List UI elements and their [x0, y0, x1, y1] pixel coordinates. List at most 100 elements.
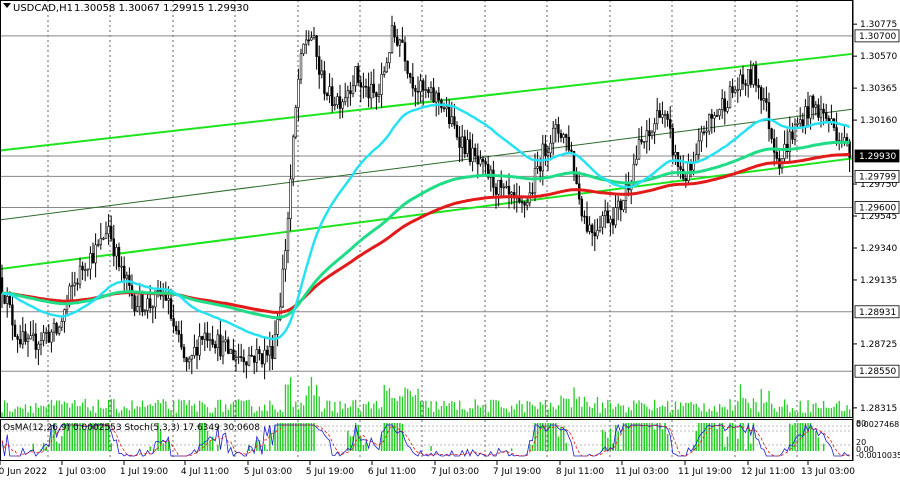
volume-bar: [373, 403, 375, 417]
osma-bar: [633, 423, 635, 451]
volume-bar: [22, 408, 24, 417]
osma-bar: [510, 448, 513, 451]
level-label: 1.29600: [859, 203, 896, 213]
volume-bar: [264, 404, 266, 417]
volume-bar: [245, 400, 248, 417]
osma-bar: [89, 423, 92, 451]
osma-bar: [360, 436, 362, 451]
candle-body: [666, 113, 669, 120]
volume-bar: [825, 407, 827, 417]
volume-bar: [459, 400, 461, 417]
volume-bar: [641, 402, 643, 417]
volume-bar: [812, 403, 814, 417]
volume-bar: [30, 406, 32, 417]
candle-body: [55, 323, 58, 334]
candle-body: [21, 331, 24, 345]
osma-bar: [557, 436, 560, 451]
candle-body: [110, 226, 113, 240]
volume-bar: [802, 412, 804, 417]
candle-body: [720, 98, 724, 110]
candle-body: [247, 354, 251, 366]
volume-bar: [331, 411, 333, 417]
volume-bar: [758, 412, 760, 417]
osma-bar: [744, 449, 747, 451]
candle-body: [245, 361, 248, 366]
osma-bar: [396, 423, 398, 451]
osma-bar: [365, 441, 367, 451]
osma-bar: [705, 423, 708, 451]
volume-bar: [253, 412, 255, 417]
volume-bar: [66, 402, 68, 417]
time-tick-label: 11 Jul 19:00: [678, 467, 732, 477]
volume-bar: [784, 399, 786, 417]
volume-bar: [35, 403, 37, 417]
osma-bar: [539, 423, 541, 451]
osma-bar: [544, 423, 547, 451]
osma-bar: [354, 423, 357, 451]
candle-body: [26, 338, 30, 342]
volume-bar: [760, 389, 762, 417]
volume-bar: [121, 410, 123, 417]
candle-body: [486, 164, 490, 178]
candle-body: [315, 35, 318, 57]
volume-bar: [433, 411, 435, 417]
volume-bar: [126, 408, 128, 417]
channel-upper-line: [0, 52, 854, 152]
volume-bar: [565, 398, 567, 417]
volume-bar: [550, 402, 552, 417]
candle-body: [421, 80, 425, 91]
osma-bar: [630, 423, 632, 451]
candle-body: [767, 102, 771, 130]
volume-bar: [115, 408, 118, 417]
osma-bar: [542, 423, 544, 451]
candle-body: [143, 310, 147, 312]
candle-body: [112, 238, 116, 257]
volume-bar: [765, 402, 768, 417]
volume-bar: [399, 396, 401, 417]
candle-body: [679, 166, 682, 170]
candle-body: [354, 66, 357, 87]
osma-bar: [357, 425, 359, 451]
volume-bar: [732, 410, 734, 417]
osma-bar: [110, 443, 112, 451]
candle-body: [804, 106, 807, 128]
volume-bar: [409, 391, 411, 417]
volume-bar: [726, 409, 729, 417]
volume-bar: [178, 399, 180, 417]
volume-bar: [687, 403, 690, 417]
volume-bar: [576, 398, 578, 417]
candle-body: [281, 268, 284, 308]
candle-body: [203, 332, 206, 340]
volume-bar: [48, 403, 50, 417]
osma-bar: [76, 423, 79, 451]
candle-body: [427, 89, 430, 93]
candle-body: [364, 85, 368, 88]
volume-bar: [105, 407, 107, 417]
time-tick-label: 30 Jun 2022: [0, 467, 47, 477]
volume-bar: [841, 411, 843, 417]
candle-body: [297, 78, 300, 108]
osma-bar: [269, 429, 271, 451]
candle-body: [50, 331, 53, 343]
volume-bar: [529, 401, 531, 417]
candle-body: [635, 158, 638, 165]
volume-bar: [303, 405, 305, 417]
volume-bar: [485, 404, 487, 417]
candle-body: [349, 90, 352, 95]
osma-bar: [302, 423, 305, 451]
volume-bar: [157, 399, 159, 417]
candle-body: [710, 114, 714, 119]
candle-body: [479, 158, 482, 165]
volume-bar: [453, 402, 456, 417]
volume-bar: [773, 408, 775, 417]
candle-body: [138, 292, 141, 307]
volume-bar: [846, 405, 848, 417]
volume-bar: [570, 407, 573, 417]
volume-bar: [147, 405, 149, 417]
volume-bar: [682, 406, 684, 417]
volume-bar: [365, 404, 367, 417]
symbol-dropdown-icon[interactable]: [3, 3, 11, 8]
osma-bar: [165, 441, 167, 451]
trend-mid-line: [0, 108, 854, 221]
